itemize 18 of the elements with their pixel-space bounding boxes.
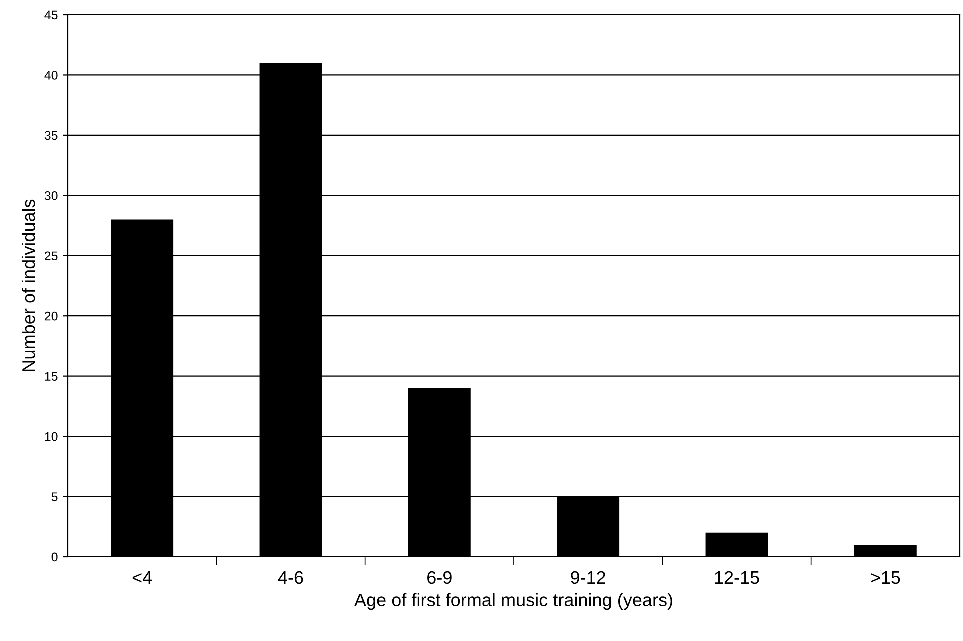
x-tick-label: >15 — [871, 572, 900, 584]
y-tick-label: 30 — [44, 191, 58, 200]
x-tick-label: 4-6 — [278, 571, 304, 584]
y-tick-label: 10 — [45, 432, 58, 442]
y-tick-label: 45 — [44, 10, 58, 20]
x-axis-title: Age of first formal music training (years) — [354, 593, 672, 610]
y-tick-label: 15 — [45, 372, 58, 381]
x-tick-label: 12-15 — [715, 571, 760, 584]
y-tick-label: 5 — [52, 492, 58, 502]
y-tick-label: 35 — [44, 131, 58, 140]
y-tick-label: 0 — [52, 552, 58, 562]
x-tick-label: 9-12 — [571, 571, 606, 584]
y-axis-title: Number of individuals — [22, 200, 36, 372]
y-tick-label: 40 — [44, 71, 58, 80]
y-tick-label: 25 — [45, 252, 58, 261]
x-tick-label: 6-9 — [428, 571, 452, 584]
y-tick-label: 20 — [45, 312, 58, 321]
x-tick-label: <4 — [132, 572, 152, 584]
